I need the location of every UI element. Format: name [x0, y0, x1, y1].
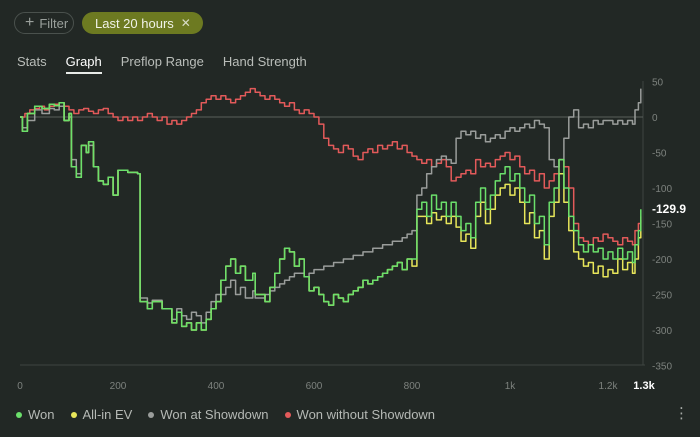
y-tick-label: -200 [652, 255, 672, 266]
y-tick-label: -250 [652, 291, 672, 302]
tab-graph[interactable]: Graph [65, 54, 102, 74]
tab-hand-strength[interactable]: Hand Strength [222, 54, 307, 69]
plus-icon: + [25, 14, 35, 31]
legend-label: Won [28, 407, 55, 422]
x-tick-label: 200 [110, 381, 127, 392]
graph-lines [20, 87, 642, 331]
y-tick-label: -350 [652, 362, 672, 373]
won-dot-icon [16, 411, 22, 418]
x-end-label: 1.3k [633, 380, 655, 392]
y-tick-label: 0 [652, 113, 658, 124]
tab-bar: Stats Graph Preflop Range Hand Strength [17, 54, 307, 74]
more-options-icon[interactable]: ⋮ [674, 405, 689, 422]
legend-label: All-in EV [82, 407, 133, 422]
legend-label: Won at Showdown [160, 407, 269, 422]
y-tick-label: -100 [652, 184, 672, 195]
x-tick-label: 600 [306, 381, 323, 392]
results-graph[interactable]: 50 0 -50 -100 -150 -200 -250 -300 -350 0 200 400 600… [0, 0, 700, 400]
series-line-won-at-showdown [20, 88, 642, 324]
tab-preflop-range[interactable]: Preflop Range [120, 54, 204, 69]
x-tick-label: 1.2k [599, 381, 619, 392]
active-filter-chip[interactable]: Last 20 hours ✕ [82, 12, 203, 34]
all-in-ev-dot-icon [70, 411, 77, 418]
active-filter-label: Last 20 hours [95, 15, 174, 31]
graph-axis-labels: 50 0 -50 -100 -150 -200 -250 -300 -350 0 200 400 600… [17, 78, 686, 393]
legend: Won All-in EV Won at Showdown Won withou… [16, 407, 435, 422]
legend-item-won-without-showdown[interactable]: Won without Showdown [284, 407, 436, 422]
series-line-won [20, 102, 642, 331]
legend-label: Won without Showdown [296, 407, 436, 422]
y-tick-label: -50 [652, 149, 667, 160]
remove-filter-icon[interactable]: ✕ [180, 16, 191, 30]
y-tick-label: 50 [652, 78, 664, 89]
filter-row: + Filter Last 20 hours ✕ [14, 12, 203, 36]
legend-item-won[interactable]: Won [16, 407, 55, 422]
series-line-all-in-ev [20, 102, 642, 331]
series-line-won-without-showdown [20, 87, 642, 246]
add-filter-button[interactable]: + Filter [14, 12, 74, 34]
y-tick-label: -300 [652, 326, 672, 337]
x-tick-label: 800 [404, 381, 421, 392]
non-showdown-dot-icon [284, 411, 291, 418]
x-tick-label: 0 [17, 381, 23, 392]
showdown-dot-icon [148, 411, 155, 418]
graph-grid [20, 81, 645, 366]
y-tick-label: -150 [652, 220, 672, 231]
add-filter-label: Filter [39, 15, 69, 31]
tab-stats[interactable]: Stats [17, 54, 47, 69]
legend-item-won-at-showdown[interactable]: Won at Showdown [148, 407, 269, 422]
x-tick-label: 1k [505, 381, 517, 392]
x-tick-label: 400 [208, 381, 225, 392]
legend-item-all-in-ev[interactable]: All-in EV [70, 407, 133, 422]
current-value-label: -129.9 [652, 202, 686, 216]
